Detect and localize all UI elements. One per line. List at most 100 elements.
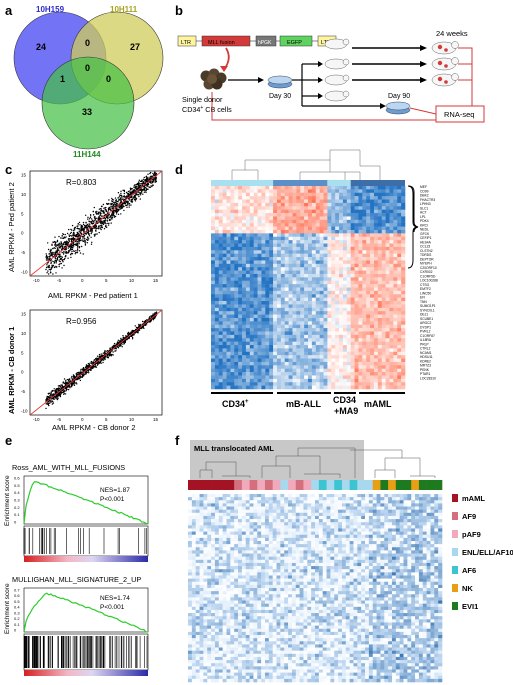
svg-text:10: 10: [21, 331, 27, 336]
svg-text:-5: -5: [57, 417, 61, 422]
svg-text:15: 15: [153, 278, 159, 283]
legend-label-enl-ell-af10: ENL/ELL/AF10: [462, 548, 513, 557]
rna-seq-box: [435, 105, 485, 123]
venn-count-abc: 0: [85, 63, 90, 73]
svg-text:10: 10: [21, 192, 27, 197]
svg-text:0: 0: [21, 370, 24, 375]
svg-text:10: 10: [129, 278, 135, 283]
group-label-maml: mAML: [364, 399, 392, 409]
svg-text:LTR: LTR: [181, 40, 191, 46]
gene-cluster-brace: [407, 185, 419, 233]
venn-set-label-10H111: 10H111: [110, 5, 138, 14]
day90-label: Day 90: [388, 93, 410, 100]
svg-text:0: 0: [21, 231, 24, 236]
mll-cluster-label: MLL translocated AML: [194, 444, 274, 453]
mouse-icons-right: [431, 41, 459, 87]
legend-swatch-paf9: [452, 530, 458, 538]
svg-text:15: 15: [21, 312, 27, 317]
svg-text:0: 0: [81, 417, 84, 422]
svg-text:EGFP: EGFP: [287, 40, 302, 46]
legend-label-af6: AF6: [462, 566, 476, 575]
venn-set-label-11H144: 11H144: [73, 150, 101, 159]
gsea-bottom-title: MULLIGHAN_MLL_SIGNATURE_2_UP: [12, 575, 141, 584]
venn-set-label-10H159: 10H159: [36, 5, 65, 14]
heatmap-d: MEFCD99DBK2FHACTR3LPHN3SLC1ACTLPLPDK4KRC…: [211, 149, 438, 416]
svg-text:0: 0: [81, 278, 84, 283]
panel-f-letter: f: [175, 433, 180, 448]
svg-text:-5: -5: [21, 389, 25, 394]
cell-cluster-icon: [200, 68, 227, 90]
mouse-icons-left: [324, 38, 350, 102]
source-cells-label-2: CD34+ CB cells: [182, 105, 232, 114]
culture-dish-icon-2: [385, 101, 411, 115]
panel-b-letter: b: [175, 3, 183, 18]
legend-label-evi1: EVI1: [462, 602, 478, 611]
venn-count-only-11H144: 33: [82, 107, 92, 117]
scatter-top-ylabel: AML RPKM - Ped patient 2: [7, 182, 16, 272]
gsea-bottom-p: P<0.001: [100, 604, 125, 611]
timepoint-24-weeks: 24 weeks: [436, 29, 468, 38]
gsea-bottom-nes: NES=1.74: [100, 595, 130, 602]
vector-construct: LTR MLL fusion hPGK EGFP LTR: [177, 35, 337, 47]
gsea-plot-top: Ross_AML_WITH_MLL_FUSIONS NES=1.87 P<0.0…: [4, 463, 149, 562]
svg-text:15: 15: [21, 173, 27, 178]
svg-text:-10: -10: [21, 270, 28, 275]
heatmap-f: MLL translocated AML mAML AF9 pAF9 ENL/ELL/…: [188, 440, 513, 683]
gsea-plot-bottom: MULLIGHAN_MLL_SIGNATURE_2_UP NES=1.74 P<…: [4, 575, 149, 676]
gsea-top-nes: NES=1.87: [100, 487, 130, 494]
panel-e-letter: e: [5, 433, 13, 448]
rna-seq-label: RNA-seq: [444, 110, 474, 119]
venn-count-ac: 1: [60, 74, 65, 84]
correlation-r-bottom: R=0.956: [66, 317, 97, 326]
culture-dish-icon: [267, 75, 293, 89]
group-label-mb-all: mB-ALL: [286, 399, 321, 409]
svg-text:-5: -5: [57, 278, 61, 283]
venn-circle-11H144: [41, 56, 135, 150]
legend-swatch-maml: [452, 494, 458, 502]
gsea-top-ylabel: Enrichment score: [4, 475, 11, 526]
experiment-scheme: LTR MLL fusion hPGK EGFP LTR Single dono…: [177, 29, 485, 123]
panel-c-letter: c: [5, 162, 13, 177]
svg-text:5: 5: [21, 211, 24, 216]
gsea-top-p: P<0.001: [100, 496, 125, 503]
legend-label-af9: AF9: [462, 512, 476, 521]
legend-label-maml: mAML: [462, 494, 485, 503]
svg-text:15: 15: [153, 417, 159, 422]
venn-count-only-10H159: 24: [36, 42, 46, 52]
venn-count-ab: 0: [85, 38, 90, 48]
gsea-top-title: Ross_AML_WITH_MLL_FUSIONS: [12, 463, 125, 472]
svg-text:hPGK: hPGK: [258, 40, 272, 46]
scatter-plot-bottom: R=0.956 AML RPKM - CB donor 2 AML RPKM -…: [7, 309, 163, 432]
venn-count-only-10H111: 27: [130, 42, 140, 52]
svg-text:-10: -10: [33, 417, 40, 422]
venn-diagram: 10H159 10H111 11H144 24 27 33 0 1 0 0: [13, 5, 164, 159]
source-cells-label-1: Single donor: [182, 95, 223, 104]
legend-swatch-evi1: [452, 602, 458, 610]
group-label-cd34: CD34+: [222, 399, 249, 409]
svg-text:-10: -10: [21, 409, 28, 414]
svg-text:5: 5: [105, 417, 108, 422]
scatter-bottom-xlabel: AML RPKM - CB donor 2: [52, 423, 136, 432]
group-label-cd34-ma9-2: +MA9: [334, 406, 358, 416]
legend-swatch-af9: [452, 512, 458, 520]
panel-d-letter: d: [175, 162, 183, 177]
svg-text:5: 5: [21, 350, 24, 355]
correlation-r-top: R=0.803: [66, 178, 97, 187]
legend-swatch-nk: [452, 584, 458, 592]
legend-label-nk: NK: [462, 584, 473, 593]
legend-swatch-enl-ell-af10: [452, 548, 458, 556]
day30-label: Day 30: [269, 93, 291, 100]
svg-text:10: 10: [129, 417, 135, 422]
scatter-top-xlabel: AML RPKM - Ped patient 1: [48, 291, 138, 300]
scatter-bottom-ylabel: AML RPKM - CB donor 1: [7, 327, 16, 414]
gsea-bottom-ylabel: Enrichment score: [4, 583, 11, 634]
venn-count-bc: 0: [106, 74, 111, 84]
svg-text:-5: -5: [21, 250, 25, 255]
legend-swatch-af6: [452, 566, 458, 574]
legend-label-paf9: pAF9: [462, 530, 481, 539]
panel-a-letter: a: [5, 3, 13, 18]
group-label-cd34-ma9-1: CD34: [333, 395, 356, 405]
svg-text:5: 5: [105, 278, 108, 283]
scatter-plot-top: R=0.803 AML RPKM - Ped patient 1 AML RPK…: [7, 170, 163, 300]
